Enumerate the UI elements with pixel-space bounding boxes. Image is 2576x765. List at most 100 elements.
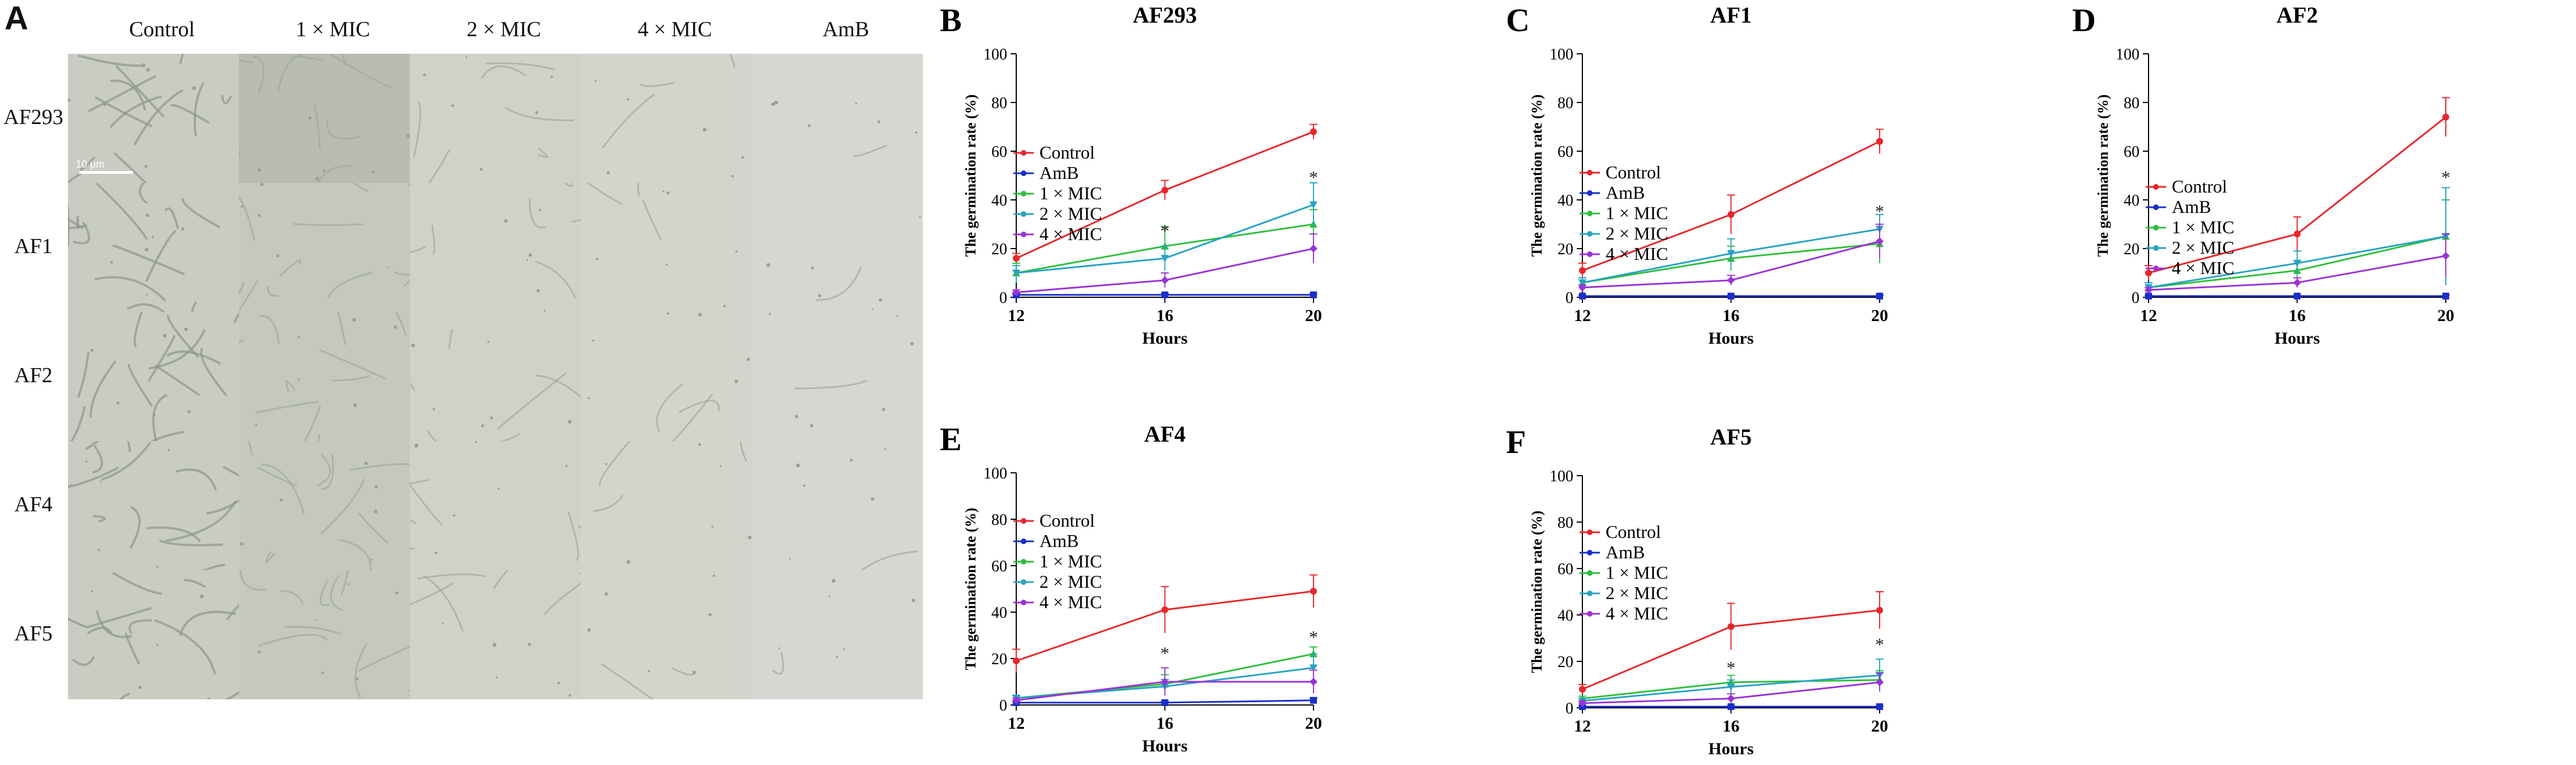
chart-title: AF293 xyxy=(1133,2,1197,28)
hypha-stroke xyxy=(332,375,371,382)
spore-dot xyxy=(279,498,283,502)
hyphae-drawing xyxy=(410,183,581,312)
panel-letter: C xyxy=(1506,2,1530,39)
spore-dot xyxy=(395,591,399,595)
spore-dot xyxy=(200,594,204,599)
hypha-stroke xyxy=(328,54,393,89)
spore-dot xyxy=(741,156,744,159)
y-tick-label: 60 xyxy=(1557,143,1573,161)
data-point-2-mic xyxy=(1310,664,1317,672)
hypha-stroke xyxy=(233,312,239,323)
data-point-2-mic xyxy=(1578,279,1586,287)
hyphae-drawing xyxy=(771,100,918,157)
spore-dot xyxy=(723,305,726,307)
micrograph-tile xyxy=(752,54,923,183)
hypha-stroke xyxy=(815,267,862,301)
y-tick-label: 100 xyxy=(1550,468,1573,485)
hypha-stroke xyxy=(357,646,410,672)
hypha-stroke xyxy=(410,519,417,524)
spore-dot xyxy=(493,643,497,647)
y-tick-label: 80 xyxy=(1557,514,1573,532)
spore-dot xyxy=(85,460,88,463)
spore-dot xyxy=(374,510,378,514)
legend-label: 4 × MIC xyxy=(1606,243,1668,264)
y-tick-label: 40 xyxy=(1557,192,1573,210)
legend-marker xyxy=(1587,570,1593,576)
legend-marker xyxy=(2153,225,2159,230)
hypha-stroke xyxy=(112,571,162,595)
hypha-stroke xyxy=(239,282,245,296)
spore-dot xyxy=(807,124,811,127)
data-point-4-mic xyxy=(1161,276,1169,284)
hypha-stroke xyxy=(68,617,88,629)
chart-title: AF5 xyxy=(1710,424,1752,450)
chart-af293: B AF293 0 20 40 60 80 100 12 16 20 Hours The germina… xyxy=(940,2,1322,348)
hypha-stroke xyxy=(159,539,223,546)
micrograph-tile xyxy=(239,570,410,699)
hypha-stroke xyxy=(253,55,265,95)
spore-dot xyxy=(588,397,590,400)
hypha-stroke xyxy=(319,349,386,380)
data-point-amb xyxy=(2442,292,2449,300)
data-point-control xyxy=(1579,267,1586,274)
spore-dot xyxy=(144,165,148,168)
legend-marker xyxy=(1587,529,1593,535)
spore-dot xyxy=(370,558,373,561)
chart-title: AF1 xyxy=(1710,2,1752,28)
x-axis-label: Hours xyxy=(1708,740,1753,758)
data-point-4-mic xyxy=(1727,694,1735,703)
hyphae-drawing xyxy=(239,183,410,311)
spore-dot xyxy=(151,236,154,238)
hypha-stroke xyxy=(165,500,237,542)
micrograph-tile xyxy=(239,441,410,570)
spore-dot xyxy=(877,120,880,123)
hypha-stroke xyxy=(601,663,654,699)
spore-dot xyxy=(504,219,508,223)
hypha-stroke xyxy=(112,244,185,276)
hypha-stroke xyxy=(87,607,152,629)
y-tick-label: 0 xyxy=(1565,700,1573,717)
hypha-stroke xyxy=(426,430,437,441)
spore-dot xyxy=(187,410,191,413)
hypha-stroke xyxy=(148,328,206,370)
y-tick-label: 100 xyxy=(1550,46,1573,63)
spore-dot xyxy=(703,127,707,132)
chart-af2: D AF2 0 20 40 60 80 100 12 16 20 Hours The germinati… xyxy=(2072,2,2454,348)
hypha-stroke xyxy=(538,148,548,159)
legend-marker xyxy=(1587,550,1593,555)
data-point-control xyxy=(1013,255,1020,262)
legend-label: Control xyxy=(2172,176,2227,196)
spore-dot xyxy=(731,174,734,178)
chart-title: AF4 xyxy=(1144,421,1186,447)
data-point-4-mic xyxy=(2293,279,2301,287)
hypha-stroke xyxy=(206,499,239,515)
spore-dot xyxy=(538,208,541,211)
col-label-4x-mic: 4 × MIC xyxy=(637,18,712,41)
legend-marker xyxy=(1021,150,1026,156)
hypha-stroke xyxy=(202,563,225,570)
hypha-stroke xyxy=(729,54,736,68)
hypha-stroke xyxy=(247,441,253,456)
hypha-stroke xyxy=(505,106,574,121)
spore-dot xyxy=(849,459,853,462)
micrograph-tile xyxy=(68,441,239,570)
spore-dot xyxy=(568,420,572,424)
legend-label: AmB xyxy=(1606,182,1645,203)
data-point-control xyxy=(2293,230,2301,238)
hypha-stroke xyxy=(93,515,106,523)
hypha-stroke xyxy=(239,280,259,311)
data-point-4-mic xyxy=(2145,286,2153,294)
spore-dot xyxy=(255,424,258,426)
hypha-stroke xyxy=(656,383,684,433)
hypha-stroke xyxy=(96,610,132,638)
y-tick-label: 100 xyxy=(2116,46,2139,63)
legend-marker xyxy=(1587,211,1593,216)
hypha-stroke xyxy=(194,82,205,137)
spore-dot xyxy=(91,590,93,592)
legend-marker xyxy=(1021,539,1026,544)
hypha-stroke xyxy=(77,352,90,398)
spore-dot xyxy=(258,650,261,653)
hyphae-drawing xyxy=(239,570,410,698)
spore-dot xyxy=(348,583,350,585)
data-point-amb xyxy=(2145,292,2152,300)
